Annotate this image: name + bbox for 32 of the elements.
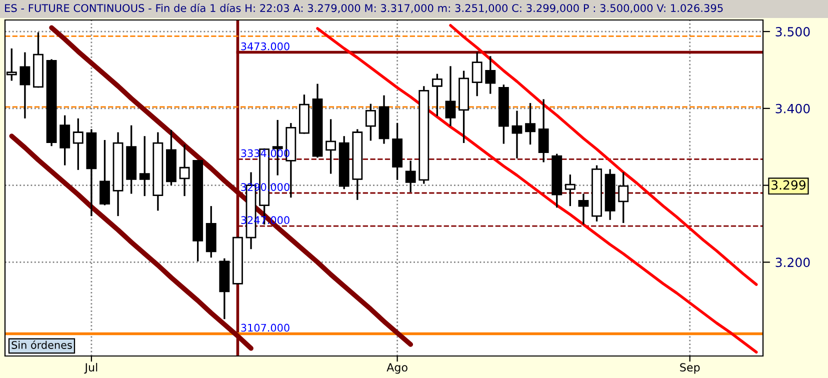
candlestick: [445, 65, 456, 127]
line-series: [316, 27, 758, 354]
candlestick: [472, 51, 482, 97]
candlestick: [618, 171, 629, 224]
candlestick: [485, 55, 496, 95]
candlestick: [564, 174, 576, 207]
candlestick: [365, 102, 376, 142]
candlestick: [100, 139, 110, 206]
ref-line-label: 3107.000: [241, 324, 290, 332]
candlestick: [525, 102, 536, 146]
candlestick: [405, 160, 416, 194]
ref-line-label: 3473.000: [241, 42, 290, 50]
candlestick: [179, 144, 190, 197]
y-tick-label: 3.200: [776, 258, 810, 268]
line-series: [449, 24, 758, 286]
candlestick: [20, 51, 30, 120]
x-tick-label: Jul: [84, 362, 98, 374]
candlestick: [60, 114, 70, 166]
candlestick: [326, 118, 336, 175]
text: 3.299: [772, 180, 806, 190]
chart-title: ES - FUTURE CONTINUOUS - Fin de día 1 días H: 22:03 A: 3.279,000 M: 3.317,000 m: 3.251,000 C: 3.299,000 P : 3.500,000 V: 1.026.395: [5, 3, 723, 14]
y-tick-label: 3.500: [776, 27, 810, 36]
candlestick: [538, 98, 549, 164]
candlestick: [139, 135, 150, 197]
y-tick-label: 3.400: [776, 104, 810, 114]
x-tick-label: Sep: [680, 363, 700, 374]
candlestick: [512, 110, 522, 160]
candlestick: [432, 72, 442, 117]
annotation: Sin órdenes: [12, 340, 72, 349]
x-tick-label: Ago: [386, 363, 408, 374]
candlestick: [578, 192, 589, 226]
candlestick: [72, 118, 84, 171]
